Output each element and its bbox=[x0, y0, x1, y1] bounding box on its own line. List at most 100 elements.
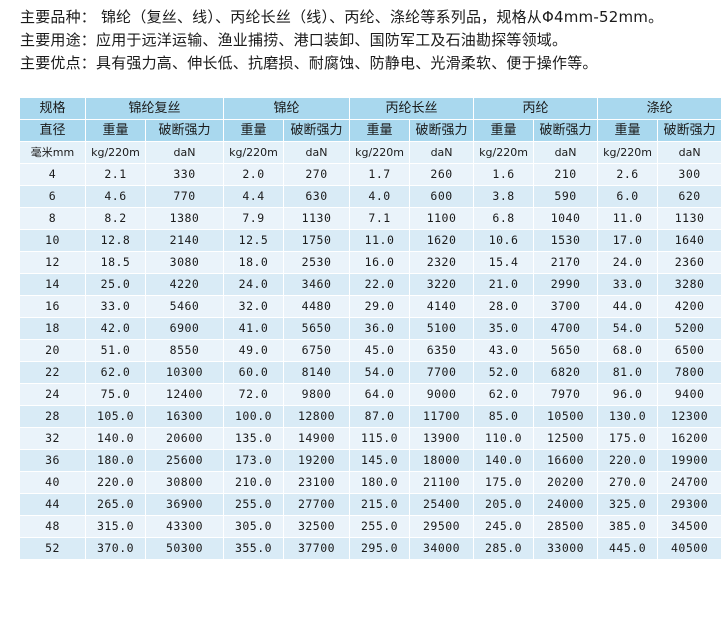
weight-cell: 41.0 bbox=[223, 317, 285, 340]
diameter-cell: 48 bbox=[19, 515, 86, 538]
weight-cell: 16.0 bbox=[349, 251, 411, 274]
diameter-cell: 16 bbox=[19, 295, 86, 318]
unit-weight: kg/220m bbox=[85, 141, 146, 164]
strength-cell: 20600 bbox=[144, 427, 225, 450]
strength-cell: 4140 bbox=[409, 295, 475, 318]
diameter-cell: 44 bbox=[19, 493, 86, 516]
weight-cell: 220.0 bbox=[597, 449, 659, 472]
strength-cell: 34000 bbox=[409, 537, 475, 560]
weight-cell: 35.0 bbox=[473, 317, 535, 340]
strength-cell: 5100 bbox=[409, 317, 475, 340]
weight-cell: 315.0 bbox=[85, 515, 146, 538]
strength-cell: 12300 bbox=[657, 405, 723, 428]
weight-cell: 385.0 bbox=[597, 515, 659, 538]
weight-cell: 445.0 bbox=[597, 537, 659, 560]
weight-cell: 140.0 bbox=[473, 449, 535, 472]
strength-cell: 210 bbox=[533, 163, 599, 186]
strength-cell: 14900 bbox=[283, 427, 351, 450]
table-row: 52 370.0 50300 355.0 37700 295.0 34000 285.0 330… bbox=[19, 537, 723, 560]
strength-cell: 25400 bbox=[409, 493, 475, 516]
strength-cell: 36900 bbox=[144, 493, 225, 516]
strength-cell: 1620 bbox=[409, 229, 475, 252]
diameter-cell: 40 bbox=[19, 471, 86, 494]
unit-weight: kg/220m bbox=[597, 141, 659, 164]
strength-cell: 770 bbox=[144, 185, 225, 208]
strength-cell: 6900 bbox=[144, 317, 225, 340]
weight-cell: 33.0 bbox=[597, 273, 659, 296]
diameter-cell: 22 bbox=[19, 361, 86, 384]
table-row: 8 8.2 1380 7.9 1130 7.1 1100 6.8 1040 11.0 1130 bbox=[19, 207, 723, 230]
strength-cell: 24000 bbox=[533, 493, 599, 516]
weight-cell: 1.7 bbox=[349, 163, 411, 186]
header-row-materials: 规格 锦纶复丝 锦纶 丙纶长丝 丙纶 涤纶 bbox=[19, 97, 723, 120]
strength-cell: 1380 bbox=[144, 207, 225, 230]
weight-cell: 11.0 bbox=[597, 207, 659, 230]
table-row: 12 18.5 3080 18.0 2530 16.0 2320 15.4 2170 24.0 23… bbox=[19, 251, 723, 274]
strength-cell: 12800 bbox=[283, 405, 351, 428]
strength-cell: 20200 bbox=[533, 471, 599, 494]
weight-cell: 1.6 bbox=[473, 163, 535, 186]
weight-cell: 42.0 bbox=[85, 317, 146, 340]
weight-cell: 11.0 bbox=[349, 229, 411, 252]
strength-cell: 3280 bbox=[657, 273, 723, 296]
unit-strength: daN bbox=[283, 141, 351, 164]
unit-weight: kg/220m bbox=[349, 141, 411, 164]
weight-cell: 36.0 bbox=[349, 317, 411, 340]
weight-cell: 43.0 bbox=[473, 339, 535, 362]
table-row: 28 105.0 16300 100.0 12800 87.0 11700 85.0 10500… bbox=[19, 405, 723, 428]
weight-cell: 15.4 bbox=[473, 251, 535, 274]
strength-cell: 50300 bbox=[144, 537, 225, 560]
strength-cell: 28500 bbox=[533, 515, 599, 538]
weight-cell: 173.0 bbox=[223, 449, 285, 472]
weight-cell: 68.0 bbox=[597, 339, 659, 362]
table-row: 14 25.0 4220 24.0 3460 22.0 3220 21.0 2990 33.0 32… bbox=[19, 273, 723, 296]
strength-cell: 25600 bbox=[144, 449, 225, 472]
weight-cell: 180.0 bbox=[349, 471, 411, 494]
strength-cell: 3700 bbox=[533, 295, 599, 318]
strength-cell: 590 bbox=[533, 185, 599, 208]
strength-cell: 16200 bbox=[657, 427, 723, 450]
table-row: 18 42.0 6900 41.0 5650 36.0 5100 35.0 4700 54.0 52… bbox=[19, 317, 723, 340]
unit-strength: daN bbox=[144, 141, 225, 164]
unit-weight: kg/220m bbox=[473, 141, 535, 164]
diameter-cell: 4 bbox=[19, 163, 86, 186]
header-strength: 破断强力 bbox=[144, 119, 225, 142]
diameter-cell: 24 bbox=[19, 383, 86, 406]
strength-cell: 18000 bbox=[409, 449, 475, 472]
strength-cell: 1130 bbox=[283, 207, 351, 230]
weight-cell: 81.0 bbox=[597, 361, 659, 384]
header-material-pp: 丙纶 bbox=[473, 97, 599, 120]
strength-cell: 16600 bbox=[533, 449, 599, 472]
table-row: 16 33.0 5460 32.0 4480 29.0 4140 28.0 3700 44.0 42… bbox=[19, 295, 723, 318]
weight-cell: 295.0 bbox=[349, 537, 411, 560]
intro-uses: 主要用途：应用于远洋运输、渔业捕捞、港口装卸、国防军工及石油勘探等领域。 bbox=[20, 31, 568, 49]
weight-cell: 60.0 bbox=[223, 361, 285, 384]
diameter-cell: 6 bbox=[19, 185, 86, 208]
intro-advantages: 主要优点：具有强力高、伸长低、抗磨损、耐腐蚀、防静电、光滑柔软、便于操作等。 bbox=[20, 54, 598, 72]
strength-cell: 43300 bbox=[144, 515, 225, 538]
table-row: 20 51.0 8550 49.0 6750 45.0 6350 43.0 5650 68.0 65… bbox=[19, 339, 723, 362]
unit-mm: 毫米mm bbox=[19, 141, 86, 164]
strength-cell: 12500 bbox=[533, 427, 599, 450]
header-row-measures: 直径 重量 破断强力 重量 破断强力 重量 破断强力 重量 破断强力 重量 破断… bbox=[19, 119, 723, 142]
weight-cell: 270.0 bbox=[597, 471, 659, 494]
strength-cell: 2170 bbox=[533, 251, 599, 274]
strength-cell: 260 bbox=[409, 163, 475, 186]
weight-cell: 62.0 bbox=[85, 361, 146, 384]
strength-cell: 29300 bbox=[657, 493, 723, 516]
intro-block: 主要品种： 锦纶（复丝、线）、丙纶长丝（线）、丙纶、涤纶等系列品，规格从Φ4mm… bbox=[20, 6, 720, 75]
weight-cell: 285.0 bbox=[473, 537, 535, 560]
weight-cell: 12.5 bbox=[223, 229, 285, 252]
weight-cell: 17.0 bbox=[597, 229, 659, 252]
table-row: 10 12.8 2140 12.5 1750 11.0 1620 10.6 1530 17.0 16… bbox=[19, 229, 723, 252]
weight-cell: 18.0 bbox=[223, 251, 285, 274]
header-weight: 重量 bbox=[223, 119, 285, 142]
weight-cell: 44.0 bbox=[597, 295, 659, 318]
weight-cell: 7.1 bbox=[349, 207, 411, 230]
strength-cell: 7800 bbox=[657, 361, 723, 384]
strength-cell: 6350 bbox=[409, 339, 475, 362]
weight-cell: 105.0 bbox=[85, 405, 146, 428]
weight-cell: 85.0 bbox=[473, 405, 535, 428]
strength-cell: 13900 bbox=[409, 427, 475, 450]
unit-weight: kg/220m bbox=[223, 141, 285, 164]
